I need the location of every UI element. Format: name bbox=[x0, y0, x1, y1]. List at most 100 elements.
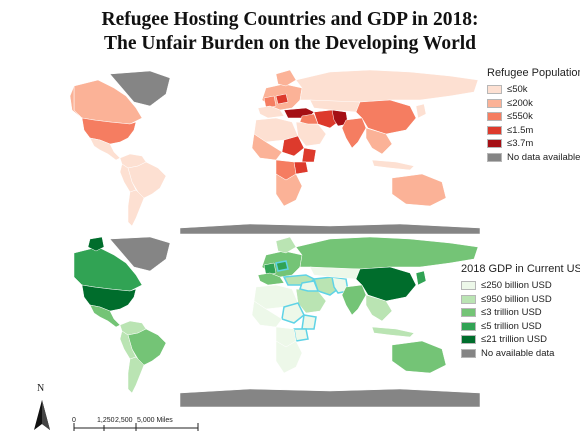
refugee-legend-label: ≤1.5m bbox=[507, 124, 534, 136]
gdp-legend-title: 2018 GDP in Current USD bbox=[461, 263, 580, 275]
scale-label-2: 2,500 bbox=[115, 417, 133, 424]
country-sudan-chad bbox=[281, 302, 305, 324]
country-australia bbox=[391, 173, 447, 207]
country-uganda-kenya bbox=[293, 328, 309, 342]
refugee-legend-item: ≤200k bbox=[487, 97, 580, 111]
refugee-legend: Refugee Population ≤50k ≤200k ≤550k ≤1.5… bbox=[487, 67, 580, 164]
refugee-legend-item: ≤1.5m bbox=[487, 124, 580, 138]
refugee-legend-label: ≤3.7m bbox=[507, 138, 534, 150]
legend-swatch bbox=[487, 112, 502, 122]
country-uganda-kenya bbox=[293, 161, 309, 175]
country-central-asia bbox=[309, 266, 361, 280]
country-central-asia bbox=[309, 99, 361, 113]
country-ethiopia bbox=[301, 314, 317, 330]
region-southern-africa bbox=[275, 173, 303, 207]
refugee-legend-item: ≤50k bbox=[487, 83, 580, 97]
country-indonesia bbox=[371, 326, 415, 338]
country-pakistan bbox=[331, 276, 349, 294]
gdp-map bbox=[73, 236, 481, 407]
legend-swatch bbox=[487, 152, 502, 162]
legend-swatch bbox=[461, 335, 476, 345]
country-india bbox=[341, 284, 367, 316]
refugee-legend-item: ≤550k bbox=[487, 110, 580, 124]
country-india bbox=[341, 117, 367, 149]
country-scandinavia bbox=[275, 236, 297, 254]
country-pakistan bbox=[331, 109, 349, 127]
refugee-legend-item: No data available bbox=[487, 151, 580, 165]
country-china bbox=[355, 99, 417, 135]
legend-swatch bbox=[487, 85, 502, 95]
scale-bar bbox=[73, 423, 199, 431]
gdp-legend-item: ≤250 billion USD bbox=[461, 279, 580, 293]
country-ethiopia bbox=[301, 147, 317, 163]
refugee-legend-item: ≤3.7m bbox=[487, 137, 580, 151]
refugee-legend-label: No data available bbox=[507, 151, 580, 163]
gdp-legend-label: ≤950 billion USD bbox=[481, 293, 552, 305]
scale-label-0: 0 bbox=[72, 417, 76, 424]
country-greenland bbox=[109, 70, 171, 107]
country-syria-iraq-jordan bbox=[299, 113, 319, 125]
country-southeast-asia bbox=[365, 294, 393, 322]
title-line-2: The Unfair Burden on the Developing Worl… bbox=[104, 33, 476, 54]
gdp-legend: 2018 GDP in Current USD ≤250 billion USD… bbox=[461, 263, 580, 360]
refugee-legend-label: ≤550k bbox=[507, 111, 533, 123]
country-alaska bbox=[87, 236, 105, 252]
map-title: Refugee Hosting Countries and GDP in 201… bbox=[0, 8, 580, 56]
country-mexico bbox=[89, 137, 121, 161]
title-line-1: Refugee Hosting Countries and GDP in 201… bbox=[101, 9, 479, 30]
gdp-legend-item: ≤950 billion USD bbox=[461, 293, 580, 307]
gdp-legend-label: No available data bbox=[481, 347, 555, 359]
country-argentina-chile bbox=[127, 189, 145, 227]
refugee-legend-title: Refugee Population bbox=[487, 67, 580, 79]
country-japan-korea bbox=[415, 103, 427, 119]
country-canada bbox=[73, 246, 143, 292]
gdp-legend-label: ≤250 billion USD bbox=[481, 280, 552, 292]
country-france-uk bbox=[263, 262, 277, 276]
region-antarctica bbox=[179, 388, 481, 407]
gdp-legend-item: ≤5 trillion USD bbox=[461, 320, 580, 334]
country-mexico bbox=[89, 304, 121, 328]
gdp-legend-label: ≤21 trillion USD bbox=[481, 334, 547, 346]
gdp-legend-item: ≤21 trillion USD bbox=[461, 333, 580, 347]
scale-label-3: 5,000 Miles bbox=[137, 417, 173, 424]
country-greenland bbox=[109, 236, 171, 272]
country-germany bbox=[275, 260, 289, 272]
region-antarctica bbox=[179, 223, 481, 234]
country-germany bbox=[275, 93, 289, 105]
country-spain-italy bbox=[257, 105, 285, 119]
country-sudan-chad bbox=[281, 135, 305, 157]
legend-swatch bbox=[461, 308, 476, 318]
scale-label-1: 1,250 bbox=[97, 417, 115, 424]
legend-swatch bbox=[461, 281, 476, 291]
country-china bbox=[355, 266, 417, 302]
legend-swatch bbox=[487, 98, 502, 108]
country-indonesia bbox=[371, 159, 415, 171]
legend-swatch bbox=[461, 294, 476, 304]
country-alaska bbox=[70, 85, 83, 119]
country-australia bbox=[391, 340, 447, 374]
gdp-legend-item: ≤3 trillion USD bbox=[461, 306, 580, 320]
north-label: N bbox=[37, 383, 45, 394]
gdp-legend-item: No available data bbox=[461, 347, 580, 361]
country-japan-korea bbox=[415, 270, 427, 286]
legend-swatch bbox=[487, 139, 502, 149]
region-southern-africa bbox=[275, 340, 303, 374]
legend-swatch bbox=[461, 348, 476, 358]
refugee-legend-label: ≤50k bbox=[507, 84, 528, 96]
gdp-legend-label: ≤3 trillion USD bbox=[481, 307, 542, 319]
country-spain-italy bbox=[257, 272, 285, 286]
legend-swatch bbox=[487, 125, 502, 135]
country-brazil bbox=[127, 161, 167, 199]
country-russia bbox=[295, 236, 479, 270]
refugee-population-map bbox=[70, 69, 481, 234]
country-brazil bbox=[127, 328, 167, 366]
country-argentina-chile bbox=[127, 356, 145, 394]
country-scandinavia bbox=[275, 69, 297, 87]
legend-swatch bbox=[461, 321, 476, 331]
country-france-uk bbox=[263, 95, 277, 109]
country-syria-iraq-jordan bbox=[299, 280, 320, 292]
gdp-legend-label: ≤5 trillion USD bbox=[481, 320, 542, 332]
refugee-legend-label: ≤200k bbox=[507, 97, 533, 109]
country-russia bbox=[295, 69, 479, 103]
country-southeast-asia bbox=[365, 127, 393, 155]
